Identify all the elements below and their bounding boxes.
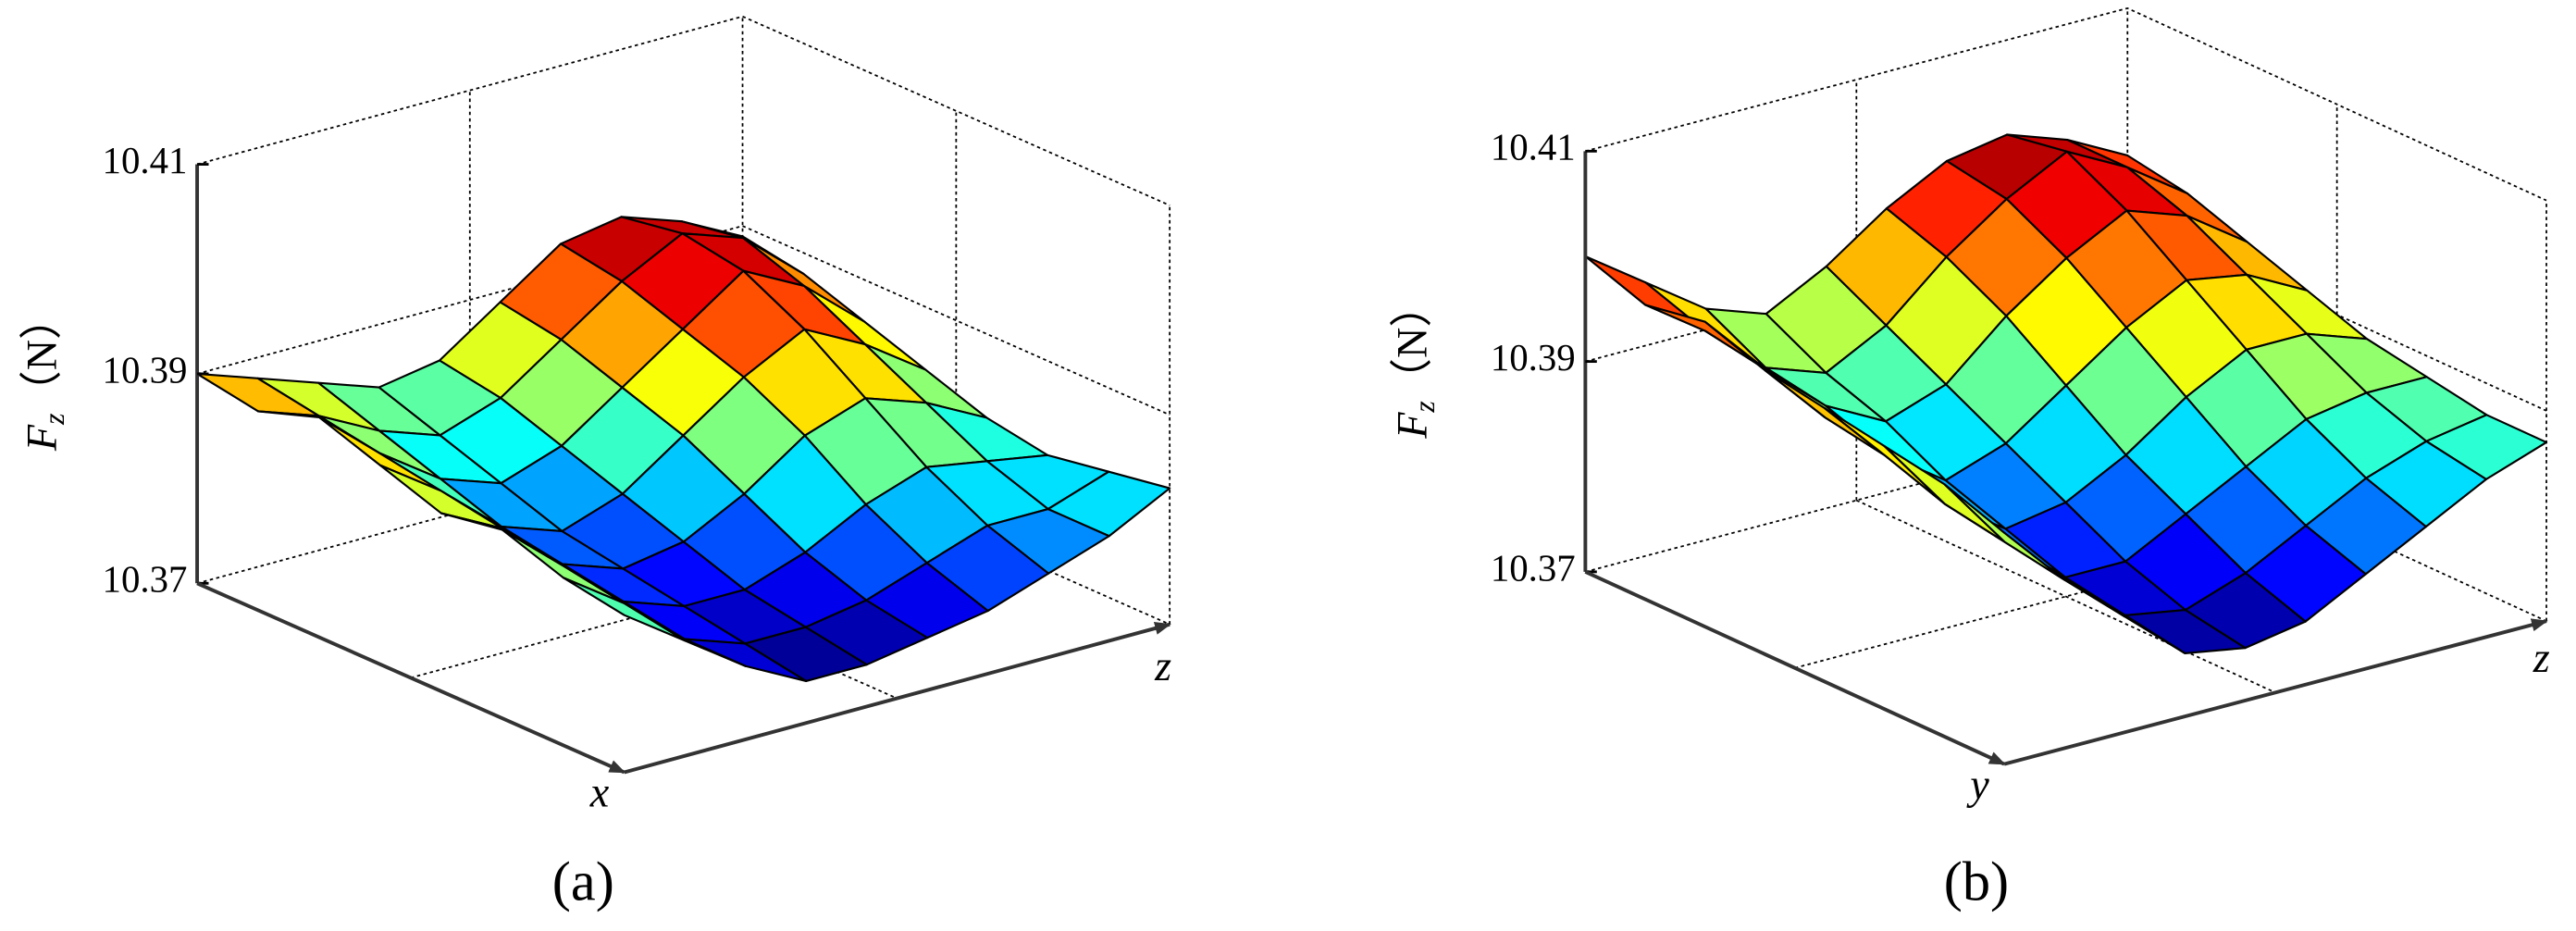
z-label-unit: （N）	[18, 297, 65, 414]
z-label-subscript: z	[38, 413, 70, 425]
z-axis-label: Fz（N）	[18, 297, 70, 452]
surface-patch	[562, 577, 687, 642]
y-axis	[624, 622, 1171, 775]
panel-label: (a)	[552, 851, 614, 913]
z-tick-label: 10.39	[1491, 337, 1576, 379]
z-label-symbol: F	[18, 424, 65, 452]
grid-line	[196, 15, 1170, 206]
x-axis	[196, 581, 626, 775]
y-axis	[2003, 618, 2548, 766]
grid-line	[1585, 6, 2547, 202]
x-axis-label: x	[589, 769, 610, 816]
z-label-subscript: z	[1408, 401, 1441, 413]
z-axis-label: Fz（N）	[1388, 284, 1441, 439]
z-tick-label: 10.39	[103, 349, 188, 391]
floor-line	[1855, 499, 2276, 694]
z-tick-label: 10.41	[1491, 127, 1576, 168]
z-tick-label: 10.37	[1491, 547, 1576, 589]
y-axis-label: z	[2533, 634, 2550, 681]
z-label-unit: （N）	[1388, 284, 1435, 401]
y-axis-label: z	[1154, 642, 1171, 689]
x-axis-label: y	[1966, 761, 1989, 808]
z-tick-label: 10.41	[103, 140, 188, 181]
floor-line	[410, 528, 957, 679]
x-axis	[1584, 570, 2006, 766]
surface-patch	[1943, 483, 2066, 581]
z-tick-label: 10.37	[103, 559, 188, 601]
grid-line	[196, 225, 1170, 416]
panel-label: (b)	[1944, 851, 2009, 913]
z-label-symbol: F	[1388, 412, 1435, 440]
